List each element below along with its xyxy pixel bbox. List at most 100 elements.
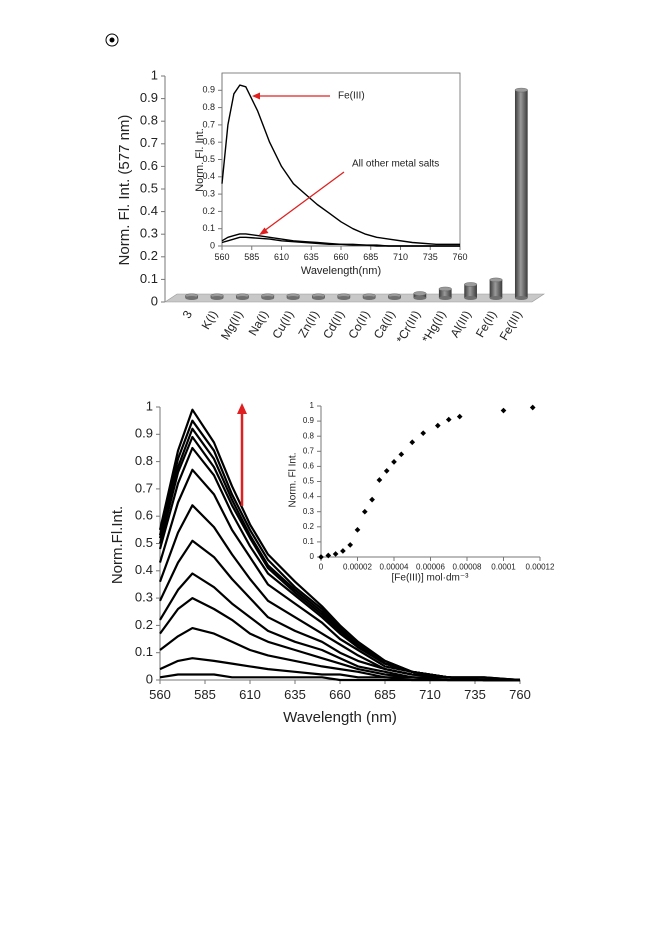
icon-dot	[109, 37, 115, 43]
arrow-head	[252, 92, 260, 100]
spectrum-line	[158, 468, 520, 682]
y-axis-label: Norm. Fl Int.	[288, 452, 299, 507]
x-tick-label: 660	[333, 252, 348, 262]
point	[434, 422, 441, 429]
bar-base	[514, 296, 528, 300]
y-tick-label: 0.4	[202, 171, 215, 181]
y-tick-label: 0.6	[140, 158, 158, 173]
y-tick-label: 0.1	[202, 223, 215, 233]
x-tick-label: 735	[464, 687, 486, 702]
y-tick-label: 0.7	[135, 480, 153, 495]
y-tick-label: 0.8	[202, 102, 215, 112]
y-axis-label: Norm. Fl. Int. (577 nm)	[116, 115, 133, 266]
point	[354, 526, 361, 533]
x-tick-label: 0.00006	[416, 563, 445, 572]
point	[409, 439, 416, 446]
bar-top	[464, 282, 478, 287]
annotation: Fe(III)	[338, 91, 365, 102]
x-tick-label: 660	[329, 687, 351, 702]
x-tick-label: 0.00002	[343, 563, 372, 572]
bar-base	[337, 296, 351, 300]
spectrum-line	[159, 572, 520, 682]
y-tick-label: 1	[146, 398, 153, 413]
bar-base	[286, 296, 300, 300]
y-tick-label: 0.2	[140, 248, 158, 263]
x-tick-label: 610	[239, 687, 261, 702]
spectrum-line	[159, 627, 520, 682]
y-tick-label: 0.4	[140, 203, 158, 218]
bar-base	[438, 296, 452, 300]
bar	[464, 284, 477, 298]
bar-top	[438, 286, 452, 292]
y-tick-label: 0	[146, 671, 153, 686]
x-tick-label: 560	[149, 687, 171, 702]
point	[398, 451, 405, 458]
x-tick-label: 585	[244, 252, 259, 262]
y-tick-label: 0.4	[135, 562, 153, 577]
y-tick-label: 0.5	[135, 535, 153, 550]
y-tick-label: 1	[151, 67, 158, 82]
y-tick-label: 0.6	[135, 508, 153, 523]
x-tick-label: 0	[319, 563, 324, 572]
x-tick-label: 0.0001	[491, 563, 516, 572]
bar-top	[413, 291, 427, 296]
point	[376, 477, 383, 483]
y-tick-label: 0	[210, 240, 215, 250]
bar-base	[210, 296, 224, 300]
point	[456, 413, 463, 420]
x-tick-label: 685	[363, 252, 378, 262]
x-tick-label: 0.00004	[380, 563, 409, 572]
x-axis-label: Wavelength(nm)	[301, 265, 381, 277]
y-tick-label: 0.9	[202, 85, 215, 95]
x-tick-label: 760	[509, 687, 531, 702]
icon	[105, 33, 119, 47]
point	[318, 554, 324, 560]
y-tick-label: 0.2	[202, 206, 215, 216]
point	[325, 552, 332, 559]
y-tick-label: 0.3	[140, 226, 158, 241]
y-tick-label: 0.8	[135, 453, 153, 468]
bar	[438, 288, 452, 298]
bar-base	[388, 296, 401, 300]
bar	[413, 293, 427, 298]
x-tick-label: 560	[214, 252, 229, 262]
y-tick-label: 1	[310, 401, 315, 410]
y-tick-label: 0.5	[202, 154, 215, 164]
y-tick-label: 0.2	[135, 617, 153, 632]
x-tick-label: 635	[284, 687, 306, 702]
y-tick-label: 0.6	[202, 137, 215, 147]
x-tick-label: 735	[423, 252, 438, 262]
point	[391, 459, 397, 465]
point	[383, 468, 390, 474]
arrow-head	[259, 227, 269, 235]
bar-base	[464, 296, 477, 300]
point	[500, 407, 507, 414]
bar-base	[312, 296, 325, 300]
y-tick-label: 0	[151, 293, 158, 308]
x-tick-label: 0.00012	[526, 563, 555, 572]
x-tick-label: 710	[419, 687, 441, 702]
point	[369, 496, 375, 503]
point	[529, 404, 536, 411]
bar-base	[489, 296, 503, 300]
x-tick-label: 635	[304, 252, 319, 262]
bar-top	[489, 277, 503, 283]
y-tick-label: 0.1	[135, 644, 153, 659]
y-tick-label: 0.9	[303, 416, 315, 425]
bar-base	[236, 296, 249, 300]
annotation: All other metal salts	[352, 159, 439, 170]
y-tick-label: 0.1	[303, 537, 315, 546]
y-tick-label: 0.7	[303, 446, 315, 455]
y-tick-label: 0.7	[140, 135, 158, 150]
x-tick-label: 685	[374, 687, 396, 702]
y-tick-label: 0.1	[140, 271, 158, 286]
bar	[489, 279, 503, 298]
bar-base	[362, 296, 376, 300]
x-tick-label: 710	[393, 252, 408, 262]
bar	[514, 90, 528, 298]
y-tick-label: 0.2	[303, 522, 315, 531]
x-tick-label: 585	[194, 687, 216, 702]
arrow	[263, 171, 345, 232]
y-tick-label: 0.9	[135, 426, 153, 441]
